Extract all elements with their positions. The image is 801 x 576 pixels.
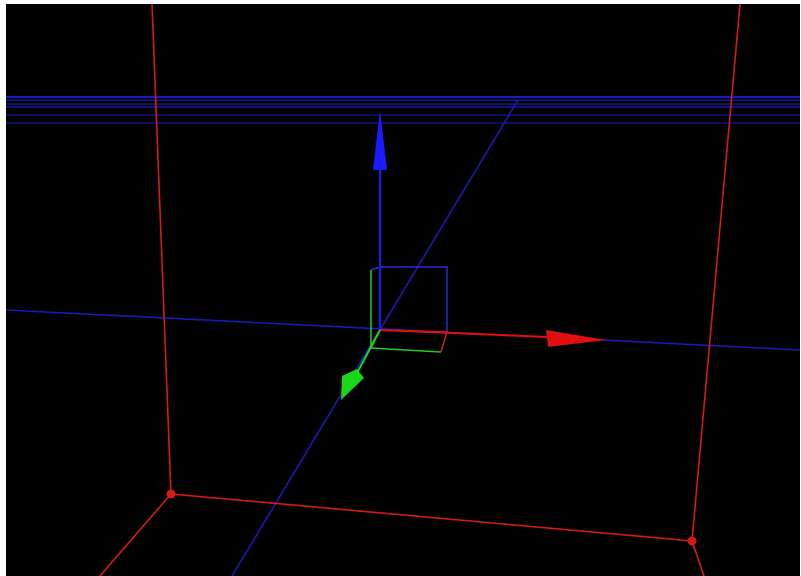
- bbox-edge-left: [151, 3, 172, 495]
- red-x-axis-arrow-icon[interactable]: [546, 330, 606, 347]
- bbox-edge-right: [691, 3, 741, 542]
- bbox-corner-left[interactable]: [166, 489, 176, 499]
- bbox-edge-front-left: [99, 493, 172, 576]
- bbox-edge-bottom: [170, 493, 693, 542]
- y-axis-line[interactable]: [355, 329, 381, 376]
- bounding-box: [99, 3, 741, 576]
- bbox-edge-front-right: [691, 540, 705, 576]
- horizon-band: [6, 96, 800, 124]
- transform-gizmo[interactable]: [341, 110, 606, 400]
- blue-z-axis-arrow-icon[interactable]: [373, 110, 387, 170]
- x-axis-line[interactable]: [379, 329, 549, 338]
- bbox-corner-right[interactable]: [687, 536, 697, 546]
- green-y-axis-arrow-icon[interactable]: [341, 369, 364, 400]
